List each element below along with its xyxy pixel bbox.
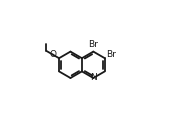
Text: O: O xyxy=(49,50,56,59)
Text: Br: Br xyxy=(106,50,116,59)
Text: N: N xyxy=(90,73,97,83)
Text: Br: Br xyxy=(88,40,98,49)
